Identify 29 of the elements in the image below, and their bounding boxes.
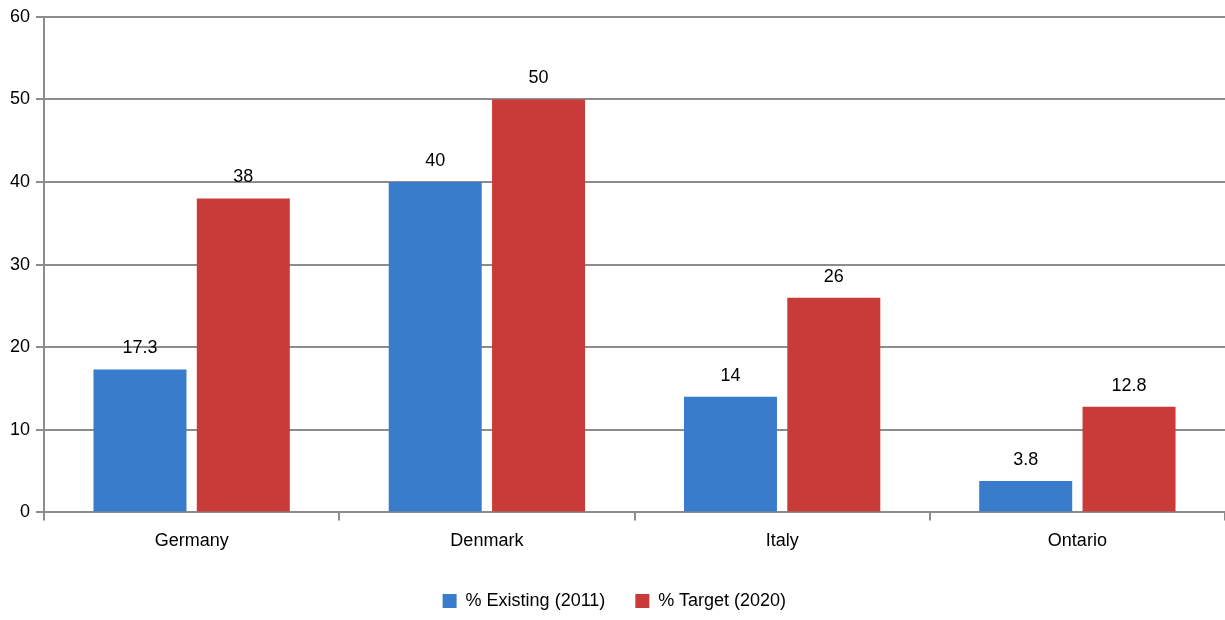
y-tick-label: 10 bbox=[9, 418, 31, 439]
data-label: 40 bbox=[425, 149, 446, 170]
bar bbox=[388, 182, 482, 512]
data-label: 38 bbox=[233, 166, 254, 187]
data-label: 14 bbox=[720, 364, 741, 385]
bar bbox=[787, 297, 881, 512]
x-tick-label: Denmark bbox=[450, 530, 525, 551]
bar bbox=[979, 481, 1073, 512]
data-label: 26 bbox=[823, 265, 844, 286]
bar bbox=[196, 198, 290, 512]
y-tick-label: 0 bbox=[20, 501, 31, 522]
x-tick-label: Italy bbox=[765, 530, 799, 551]
data-label: 3.8 bbox=[1013, 448, 1039, 469]
data-label: 50 bbox=[528, 67, 549, 88]
x-tick-label: Germany bbox=[154, 530, 229, 551]
legend-label: % Target (2020) bbox=[658, 589, 787, 610]
data-label: 12.8 bbox=[1111, 374, 1147, 395]
y-tick-label: 20 bbox=[9, 336, 31, 357]
bar bbox=[1082, 406, 1176, 512]
bar bbox=[683, 396, 777, 512]
y-tick-label: 30 bbox=[9, 253, 31, 274]
bar bbox=[93, 369, 187, 512]
legend-label: % Existing (2011) bbox=[465, 589, 606, 610]
data-label: 17.3 bbox=[122, 337, 158, 358]
y-tick-label: 50 bbox=[9, 88, 31, 109]
x-tick-label: Ontario bbox=[1047, 530, 1107, 551]
bar bbox=[492, 99, 586, 512]
y-tick-label: 40 bbox=[9, 170, 31, 191]
y-tick-label: 60 bbox=[9, 5, 31, 26]
